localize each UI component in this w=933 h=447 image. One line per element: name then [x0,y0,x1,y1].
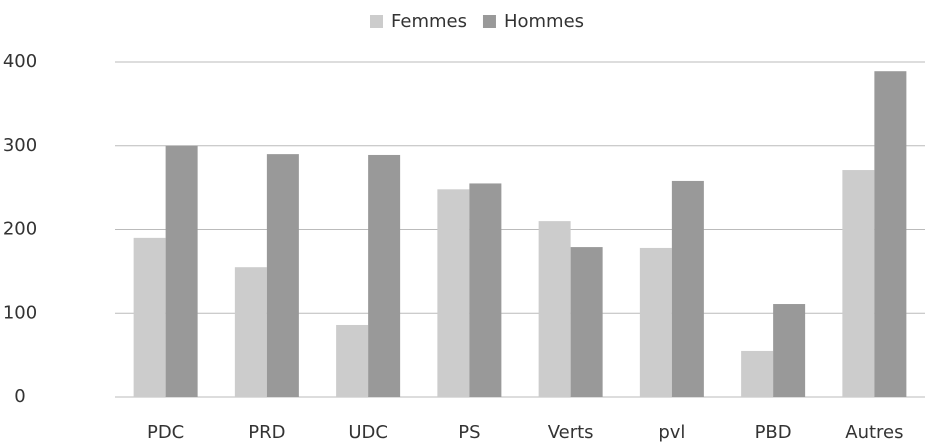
x-tick-label: PBD [755,422,792,443]
y-tick-label: 200 [3,219,37,240]
legend-label: Femmes [391,11,467,32]
bar [165,145,198,397]
x-tick-label: Verts [548,422,594,443]
y-tick-label: 300 [3,135,37,156]
bar [570,247,603,397]
bar [266,154,299,397]
bar [437,189,470,397]
bar [671,180,704,397]
bar [469,183,502,397]
x-tick-label: Autres [845,422,903,443]
y-tick-label: 400 [3,51,37,72]
bar [639,247,672,397]
legend-label: Hommes [504,11,584,32]
y-tick-label: 100 [3,302,37,323]
bar [741,350,774,397]
x-tick-label: PRD [248,422,285,443]
bar [842,170,875,397]
bar [133,237,166,397]
x-tick-label: PS [458,422,480,443]
legend-swatch [370,15,383,28]
bar [538,221,571,397]
x-tick-label: pvl [658,422,685,443]
bar [773,304,806,397]
x-tick-label: UDC [348,422,388,443]
bar [874,71,907,398]
bar [234,267,267,397]
bar [336,324,369,397]
y-tick-label: 0 [14,386,25,407]
bar [368,154,401,397]
legend-swatch [482,15,496,28]
x-tick-label: PDC [147,422,184,443]
